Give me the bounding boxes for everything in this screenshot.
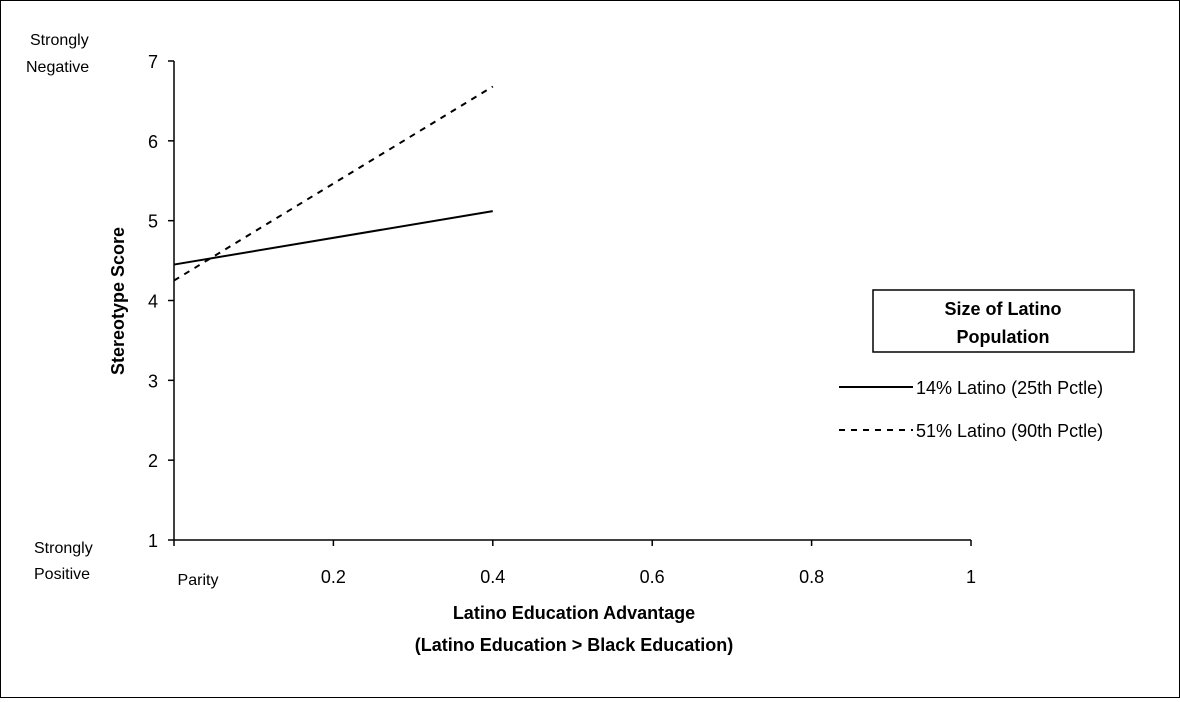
legend-label-2: 51% Latino (90th Pctle) [916, 421, 1103, 441]
y-tick-label: 7 [148, 52, 158, 72]
x-tick-label: Parity [178, 572, 219, 589]
y-tick-label: 3 [148, 371, 158, 391]
x-axis-title: Latino Education Advantage [453, 603, 695, 623]
legend-title-box [872, 289, 1135, 353]
y-tick-label: 6 [148, 132, 158, 152]
y-axis-title: Stereotype Score [108, 227, 128, 375]
y-bottom-label-line2: Positive [34, 566, 90, 583]
y-tick-label: 2 [148, 451, 158, 471]
series-line-2 [173, 85, 494, 282]
legend-label-1: 14% Latino (25th Pctle) [916, 378, 1103, 398]
axes-group: 1 2 3 4 5 6 7 Parity 0.2 0.4 0.6 0.8 1 [148, 52, 976, 589]
x-tick-label: 0.6 [640, 567, 665, 587]
y-top-label-line2: Negative [26, 59, 89, 76]
x-axis-subtitle: (Latino Education > Black Education) [415, 635, 734, 655]
series-group [173, 85, 494, 282]
x-tick-label: 0.8 [799, 567, 824, 587]
legend-title-line1: Size of Latino [945, 299, 1062, 319]
x-tick-label: 0.4 [480, 567, 505, 587]
x-tick-label: 0.2 [321, 567, 346, 587]
legend-title-line2: Population [957, 327, 1050, 347]
y-tick-label: 1 [148, 531, 158, 551]
y-tick-label: 4 [148, 292, 158, 312]
y-bottom-label-line1: Strongly [34, 540, 93, 557]
legend: Size of Latino Population 14% Latino (25… [839, 289, 1135, 441]
legend-entries: 14% Latino (25th Pctle) 51% Latino (90th … [839, 378, 1103, 441]
series-line-1 [173, 210, 493, 266]
y-top-label-line1: Strongly [30, 32, 89, 49]
x-tick-label: 1 [966, 567, 976, 587]
y-tick-label: 5 [148, 212, 158, 232]
